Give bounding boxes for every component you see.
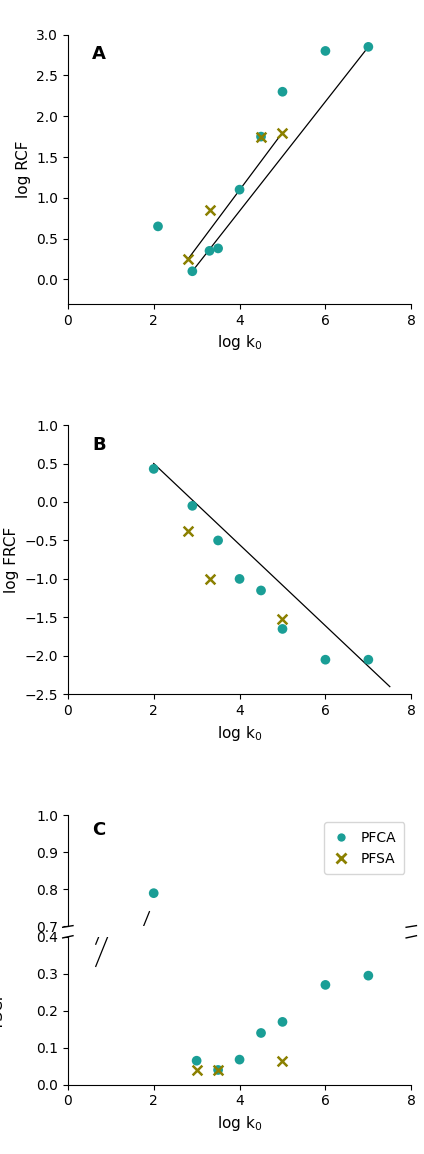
Legend: PFCA, PFSA: PFCA, PFSA — [324, 823, 404, 874]
Point — [279, 123, 286, 142]
X-axis label: log k$_0$: log k$_0$ — [217, 334, 262, 352]
Point — [279, 1152, 286, 1154]
Point — [279, 1114, 286, 1132]
Point — [365, 38, 372, 57]
Point — [258, 127, 265, 145]
Y-axis label: TSCF: TSCF — [0, 991, 6, 1031]
Point — [258, 1024, 265, 1042]
Text: C: C — [92, 820, 105, 839]
Point — [365, 1067, 372, 1086]
Point — [279, 1051, 286, 1070]
Point — [279, 609, 286, 628]
Point — [322, 975, 329, 994]
X-axis label: log k$_0$: log k$_0$ — [217, 1114, 262, 1133]
Point — [258, 127, 265, 145]
Text: A: A — [92, 45, 106, 63]
Point — [206, 201, 213, 219]
Point — [193, 1152, 200, 1154]
Y-axis label: log FRCF: log FRCF — [4, 526, 19, 593]
Point — [193, 1051, 200, 1070]
Point — [236, 570, 243, 589]
X-axis label: log k$_0$: log k$_0$ — [217, 724, 262, 743]
Point — [236, 1151, 243, 1154]
Point — [206, 241, 213, 260]
Point — [236, 1050, 243, 1069]
Point — [365, 651, 372, 669]
Point — [322, 651, 329, 669]
Y-axis label: log RCF: log RCF — [16, 141, 31, 198]
Point — [322, 1077, 329, 1095]
Point — [279, 1013, 286, 1032]
Point — [215, 1061, 221, 1079]
Point — [206, 570, 213, 589]
Point — [189, 496, 196, 515]
Point — [215, 531, 221, 549]
Point — [258, 1124, 265, 1142]
Point — [215, 239, 221, 257]
Point — [365, 966, 372, 984]
Point — [193, 1061, 200, 1079]
Point — [258, 582, 265, 600]
Point — [322, 42, 329, 60]
Point — [155, 217, 162, 235]
Point — [215, 1061, 221, 1079]
Point — [279, 82, 286, 100]
Point — [184, 249, 191, 268]
Point — [279, 620, 286, 638]
Text: B: B — [92, 436, 106, 454]
Point — [150, 884, 157, 902]
Point — [189, 262, 196, 280]
Point — [150, 784, 157, 802]
Point — [150, 459, 157, 478]
Point — [236, 180, 243, 198]
Point — [184, 522, 191, 540]
